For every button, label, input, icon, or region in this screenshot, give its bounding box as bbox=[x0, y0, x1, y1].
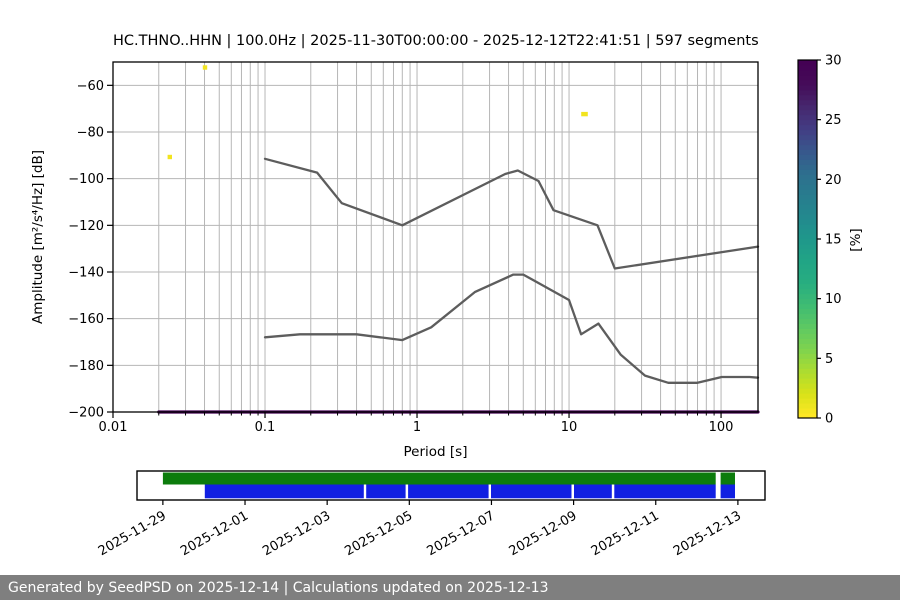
y-axis-label: Amplitude [m²/s⁴/Hz] [dB] bbox=[30, 149, 46, 325]
colorbar-tick-label: 25 bbox=[825, 113, 842, 128]
timeline-psd-coverage-bar bbox=[491, 484, 572, 499]
x-tick-label: 0.01 bbox=[99, 420, 128, 435]
y-tick-label: −180 bbox=[68, 359, 104, 374]
noise-model-lines bbox=[157, 157, 760, 414]
footer-bar: Generated by SeedPSD on 2025-12-14 | Cal… bbox=[0, 575, 900, 600]
availability-timeline: 2025-11-29 2025-12-01 2025-12-03 2025-12-05… bbox=[96, 470, 766, 559]
timeline-data-coverage-bar bbox=[720, 472, 735, 485]
y-tick-label: −200 bbox=[68, 406, 104, 421]
colorbar: 0 5 10 15 20 25 30 bbox=[797, 54, 842, 427]
timeline-date-label: 2025-12-13 bbox=[671, 508, 744, 559]
timeline-date-label: 2025-12-09 bbox=[507, 508, 580, 559]
x-tick-label: 0.1 bbox=[255, 420, 276, 435]
x-tick-label: 1 bbox=[413, 420, 421, 435]
timeline-psd-coverage-bar bbox=[574, 484, 612, 499]
colorbar-tick-label: 30 bbox=[825, 54, 842, 69]
colorbar-tick-label: 5 bbox=[825, 352, 833, 367]
timeline-psd-coverage-bar bbox=[720, 484, 735, 499]
timeline-date-label: 2025-11-29 bbox=[96, 508, 169, 559]
y-tick-label: −120 bbox=[68, 219, 104, 234]
y-tick-label: −140 bbox=[68, 266, 104, 281]
x-tick-label: 100 bbox=[709, 420, 734, 435]
timeline-date-label: 2025-12-07 bbox=[425, 508, 498, 559]
y-tick-label: −160 bbox=[68, 312, 104, 327]
colorbar-tick-label: 15 bbox=[825, 233, 842, 248]
timeline-data-coverage-bar bbox=[162, 472, 716, 485]
psd-probability-bands bbox=[167, 65, 588, 160]
colorbar-tick-label: 0 bbox=[825, 412, 833, 427]
colorbar-tick-label: 20 bbox=[825, 173, 842, 188]
colorbar-label: [%] bbox=[848, 228, 864, 252]
colorbar-tick-label: 10 bbox=[825, 292, 842, 307]
axis-tick-labels: 0.01 0.1 1 10 100 −60 −80 −100 −120 −140 −160 −180 −… bbox=[68, 79, 733, 435]
x-tick-label: 10 bbox=[561, 420, 578, 435]
timeline-psd-coverage-bar bbox=[366, 484, 406, 499]
timeline-psd-coverage-bar bbox=[614, 484, 716, 499]
timeline-date-label: 2025-12-05 bbox=[342, 508, 415, 559]
y-tick-label: −60 bbox=[77, 79, 104, 94]
footer-text: Generated by SeedPSD on 2025-12-14 | Cal… bbox=[8, 579, 549, 596]
timeline-psd-coverage-bar bbox=[408, 484, 489, 499]
timeline-date-label: 2025-12-01 bbox=[178, 508, 251, 559]
timeline-date-label: 2025-12-03 bbox=[260, 508, 333, 559]
timeline-psd-coverage-bar bbox=[204, 484, 364, 499]
y-tick-label: −100 bbox=[68, 172, 104, 187]
x-axis-label: Period [s] bbox=[403, 444, 468, 460]
timeline-date-label: 2025-12-11 bbox=[589, 508, 662, 559]
y-tick-label: −80 bbox=[77, 126, 104, 141]
plot-frame bbox=[112, 61, 759, 413]
grid-lines bbox=[113, 62, 758, 412]
plot-title: HC.THNO..HHN | 100.0Hz | 2025-11-30T00:0… bbox=[113, 33, 759, 49]
axis-ticks bbox=[107, 84, 722, 418]
